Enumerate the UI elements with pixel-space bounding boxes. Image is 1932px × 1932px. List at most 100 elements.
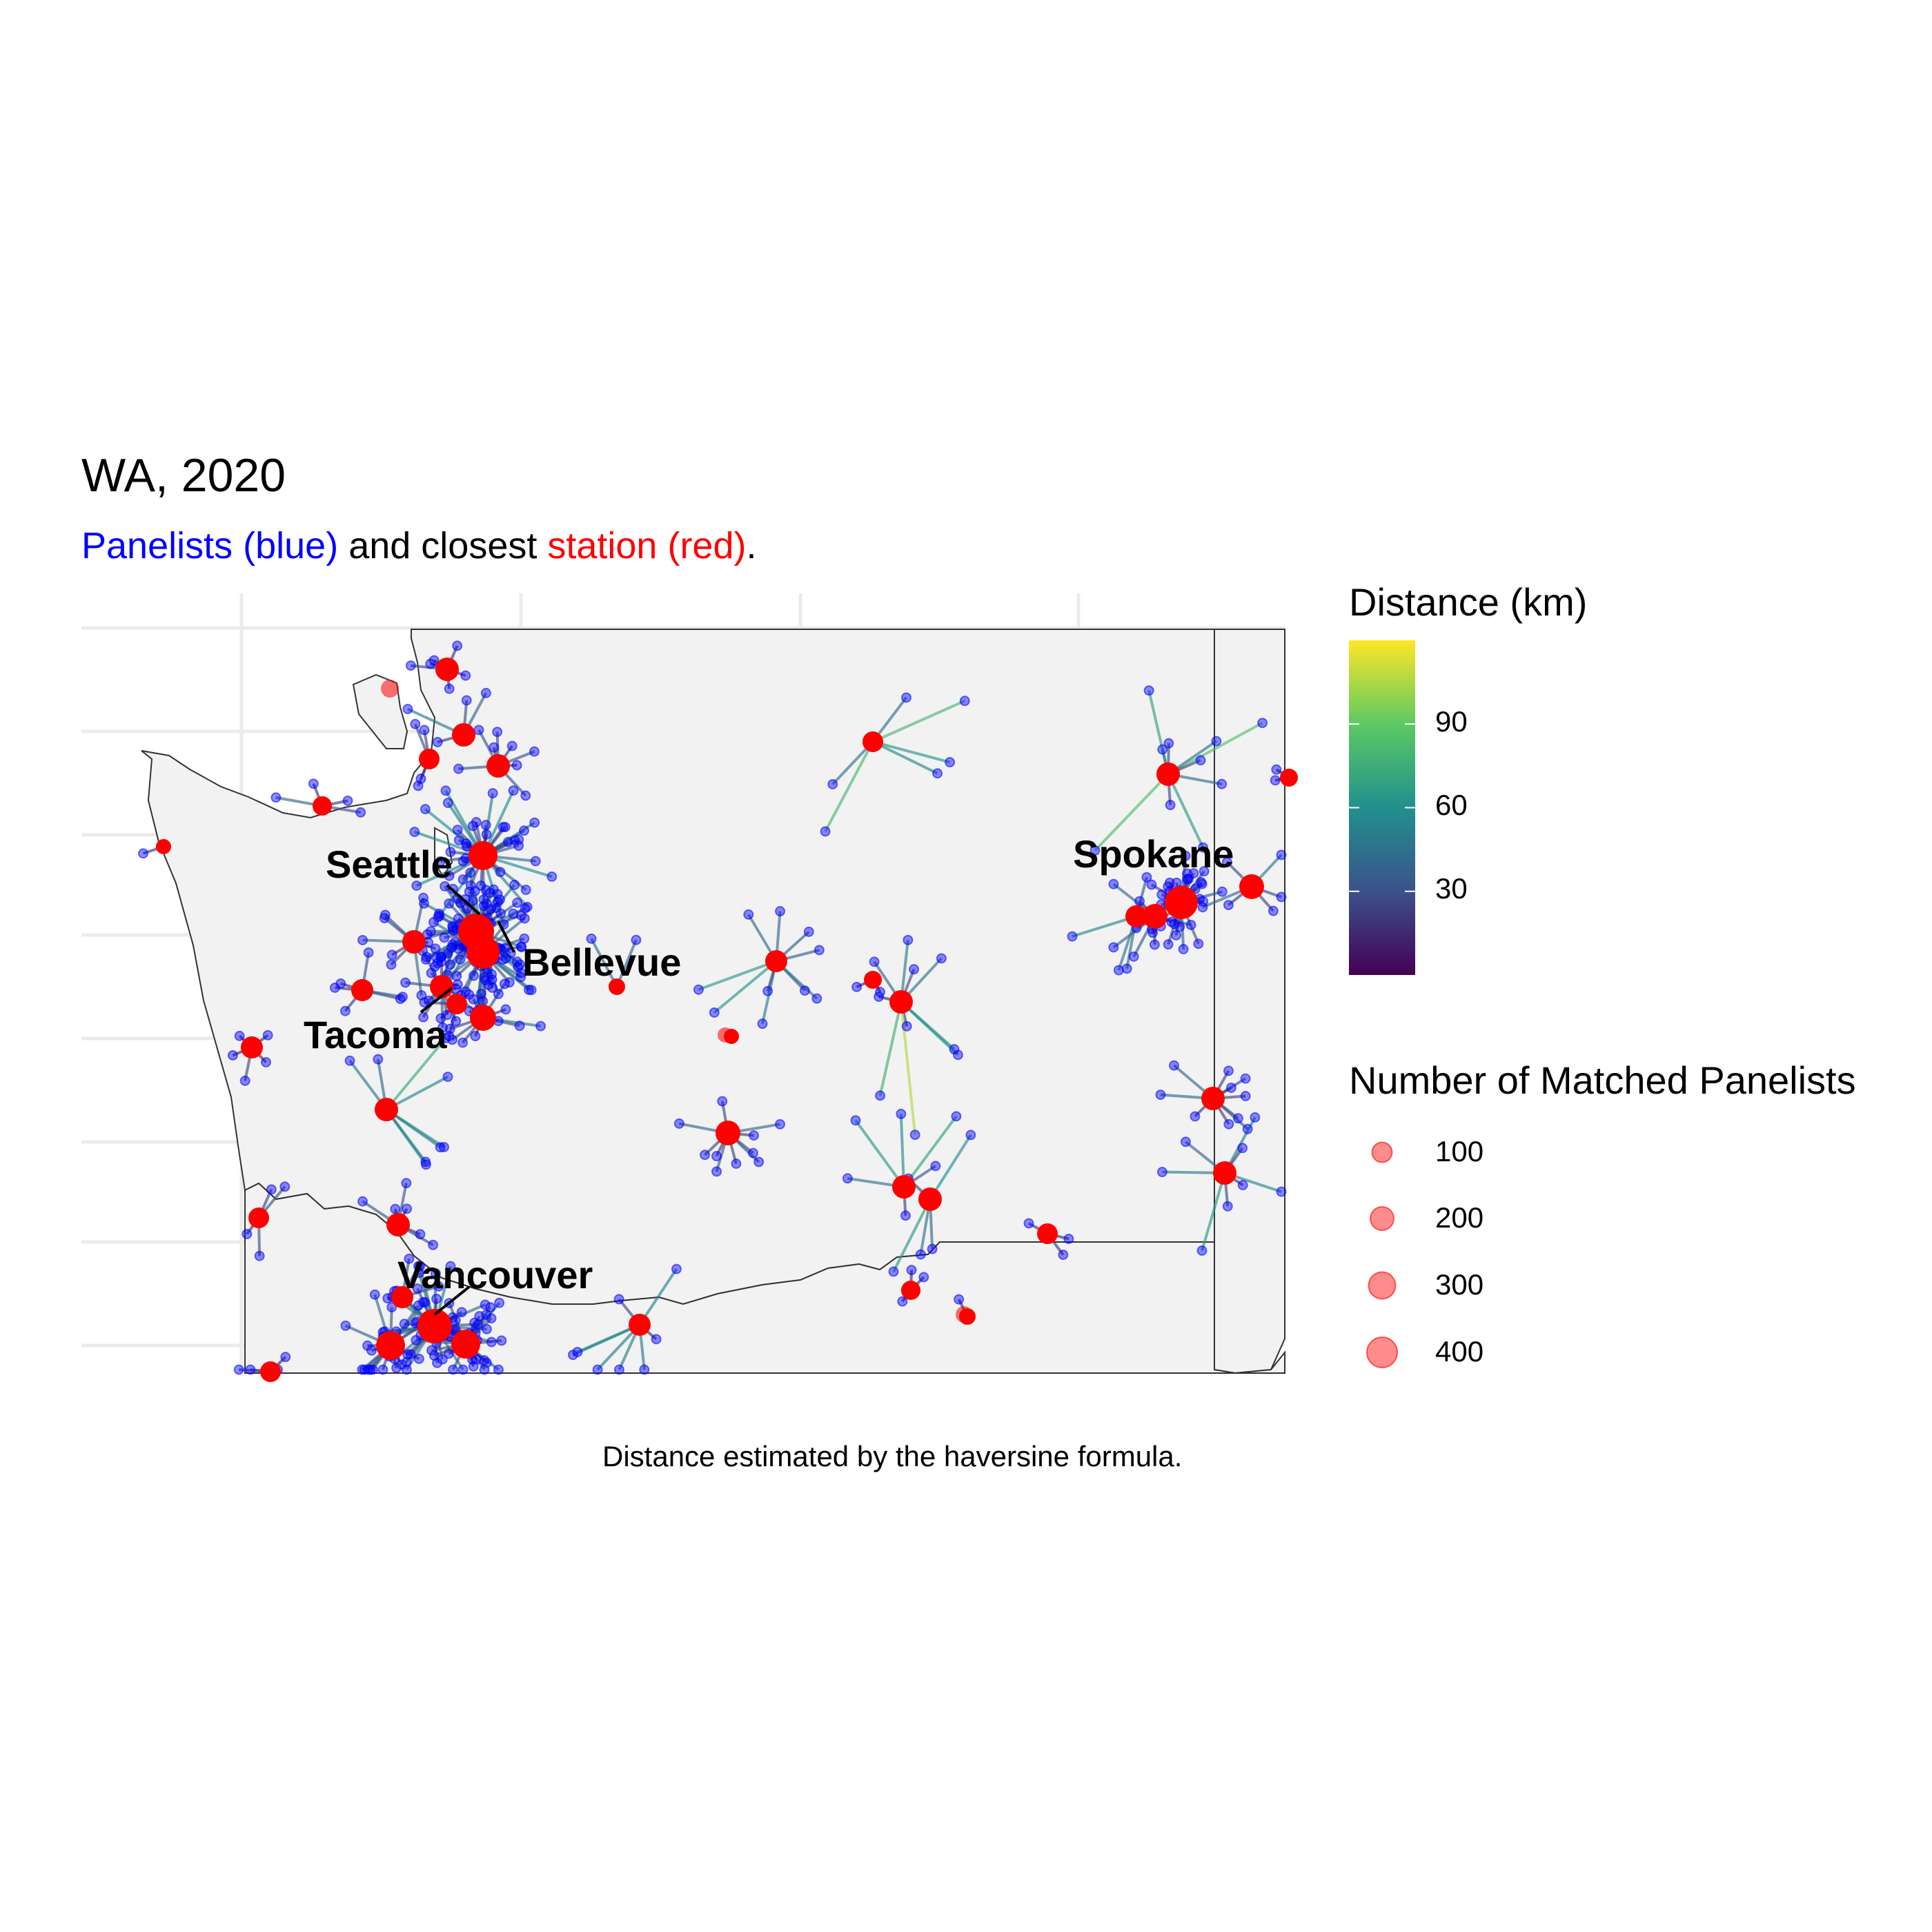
panelist-point — [402, 1349, 413, 1360]
panelist-point — [875, 1090, 886, 1101]
panelist-point — [355, 807, 366, 818]
panelist-point — [709, 1007, 720, 1018]
panelist-point — [1180, 1136, 1191, 1147]
panelist-point — [524, 985, 534, 996]
panelist-point — [450, 936, 461, 947]
panelist-point — [437, 1354, 448, 1365]
panelist-point — [245, 1364, 256, 1375]
panelist-point — [467, 820, 478, 831]
station-point — [864, 971, 882, 989]
panelist-point — [901, 692, 912, 703]
panelist-point — [1199, 866, 1210, 877]
panelist-point — [469, 885, 480, 896]
panelist-point — [420, 954, 431, 965]
size-legend-300: 300 — [1435, 1268, 1484, 1301]
station-point — [629, 1314, 651, 1336]
station-point — [765, 950, 787, 972]
station-point — [1280, 769, 1298, 787]
panelist-point — [386, 959, 397, 970]
subtitle-connector: and closest — [338, 525, 548, 566]
station-point — [1125, 905, 1147, 927]
station-point — [451, 1330, 480, 1359]
panelist-point — [586, 933, 597, 944]
panelist-point — [448, 1364, 459, 1375]
bellevue-leader-line — [497, 920, 515, 953]
panelist-point — [1271, 764, 1282, 775]
distance-link — [1072, 915, 1137, 938]
panelist-point — [900, 1210, 911, 1221]
panelist-point — [717, 1096, 728, 1107]
size-legend-key — [1368, 1271, 1397, 1300]
panelist-point — [409, 827, 420, 838]
panelist-point — [757, 1018, 768, 1029]
panelist-point — [901, 1021, 912, 1032]
panelist-point — [613, 1364, 624, 1375]
panelist-point — [842, 1173, 853, 1184]
panelist-point — [410, 718, 421, 729]
panelist-point — [1178, 944, 1189, 955]
panelist-point — [520, 790, 531, 801]
station-point — [248, 1208, 269, 1228]
panelist-point — [774, 1118, 785, 1130]
panelist-point — [418, 1012, 429, 1023]
panelist-point — [234, 1030, 245, 1041]
panelist-point — [457, 1364, 469, 1375]
distance-link — [590, 938, 618, 987]
panelist-point — [711, 1151, 722, 1162]
panelist-point — [419, 724, 430, 736]
panelist-point — [519, 825, 530, 836]
panelist-point — [959, 696, 970, 707]
panelist-point — [1237, 1143, 1248, 1154]
panelist-point — [1223, 1065, 1234, 1076]
panelist-point — [700, 1150, 711, 1161]
panelist-point — [279, 1181, 290, 1192]
distance-link — [698, 960, 777, 992]
panelist-point — [433, 908, 444, 919]
panelist-point — [499, 978, 510, 989]
panelist-point — [452, 640, 463, 651]
panelist-point — [508, 908, 519, 919]
panelist-point — [945, 757, 956, 768]
city-label-bellevue: Bellevue — [522, 940, 682, 984]
panelist-point — [546, 871, 558, 883]
panelist-point — [799, 985, 810, 996]
panelist-point — [405, 660, 416, 671]
panelist-point — [1197, 842, 1208, 853]
station-point — [375, 1098, 398, 1121]
city-label-spokane: Spokane — [1073, 832, 1234, 876]
panelist-point — [1108, 942, 1119, 953]
panelist-point — [500, 1004, 511, 1015]
station-point — [376, 1331, 405, 1360]
panelist-point — [814, 945, 825, 956]
panelist-point — [1067, 931, 1078, 942]
distance-link — [572, 1323, 640, 1357]
panelist-point — [373, 1054, 384, 1065]
panelist-point — [1108, 878, 1119, 889]
distance-link — [872, 740, 938, 775]
panelist-point — [481, 1323, 492, 1334]
panelist-point — [396, 1359, 407, 1370]
panelist-point — [420, 1156, 431, 1167]
distance-link — [872, 699, 966, 743]
station-point — [402, 930, 426, 954]
panelist-point — [1166, 916, 1177, 927]
panelist-point — [1223, 1118, 1234, 1130]
legend-graphics — [1349, 640, 1415, 1368]
panelist-point — [369, 1289, 380, 1300]
panelist-point — [474, 1310, 485, 1321]
panelist-point — [567, 1350, 578, 1361]
distance-link — [900, 1000, 959, 1056]
panelist-point — [335, 978, 346, 989]
panelist-point — [138, 848, 149, 859]
panelist-point — [457, 1037, 469, 1048]
seattle-leader-line — [446, 884, 481, 916]
panelist-point — [1232, 1113, 1243, 1124]
panelist-point — [1128, 951, 1139, 962]
station-point — [386, 1213, 410, 1236]
state-borders — [141, 629, 1285, 1374]
panelist-point — [386, 1302, 397, 1313]
panelist-point — [339, 1005, 351, 1016]
panelist-point — [413, 1353, 424, 1364]
panelist-point — [762, 985, 773, 996]
station-point — [419, 749, 440, 769]
